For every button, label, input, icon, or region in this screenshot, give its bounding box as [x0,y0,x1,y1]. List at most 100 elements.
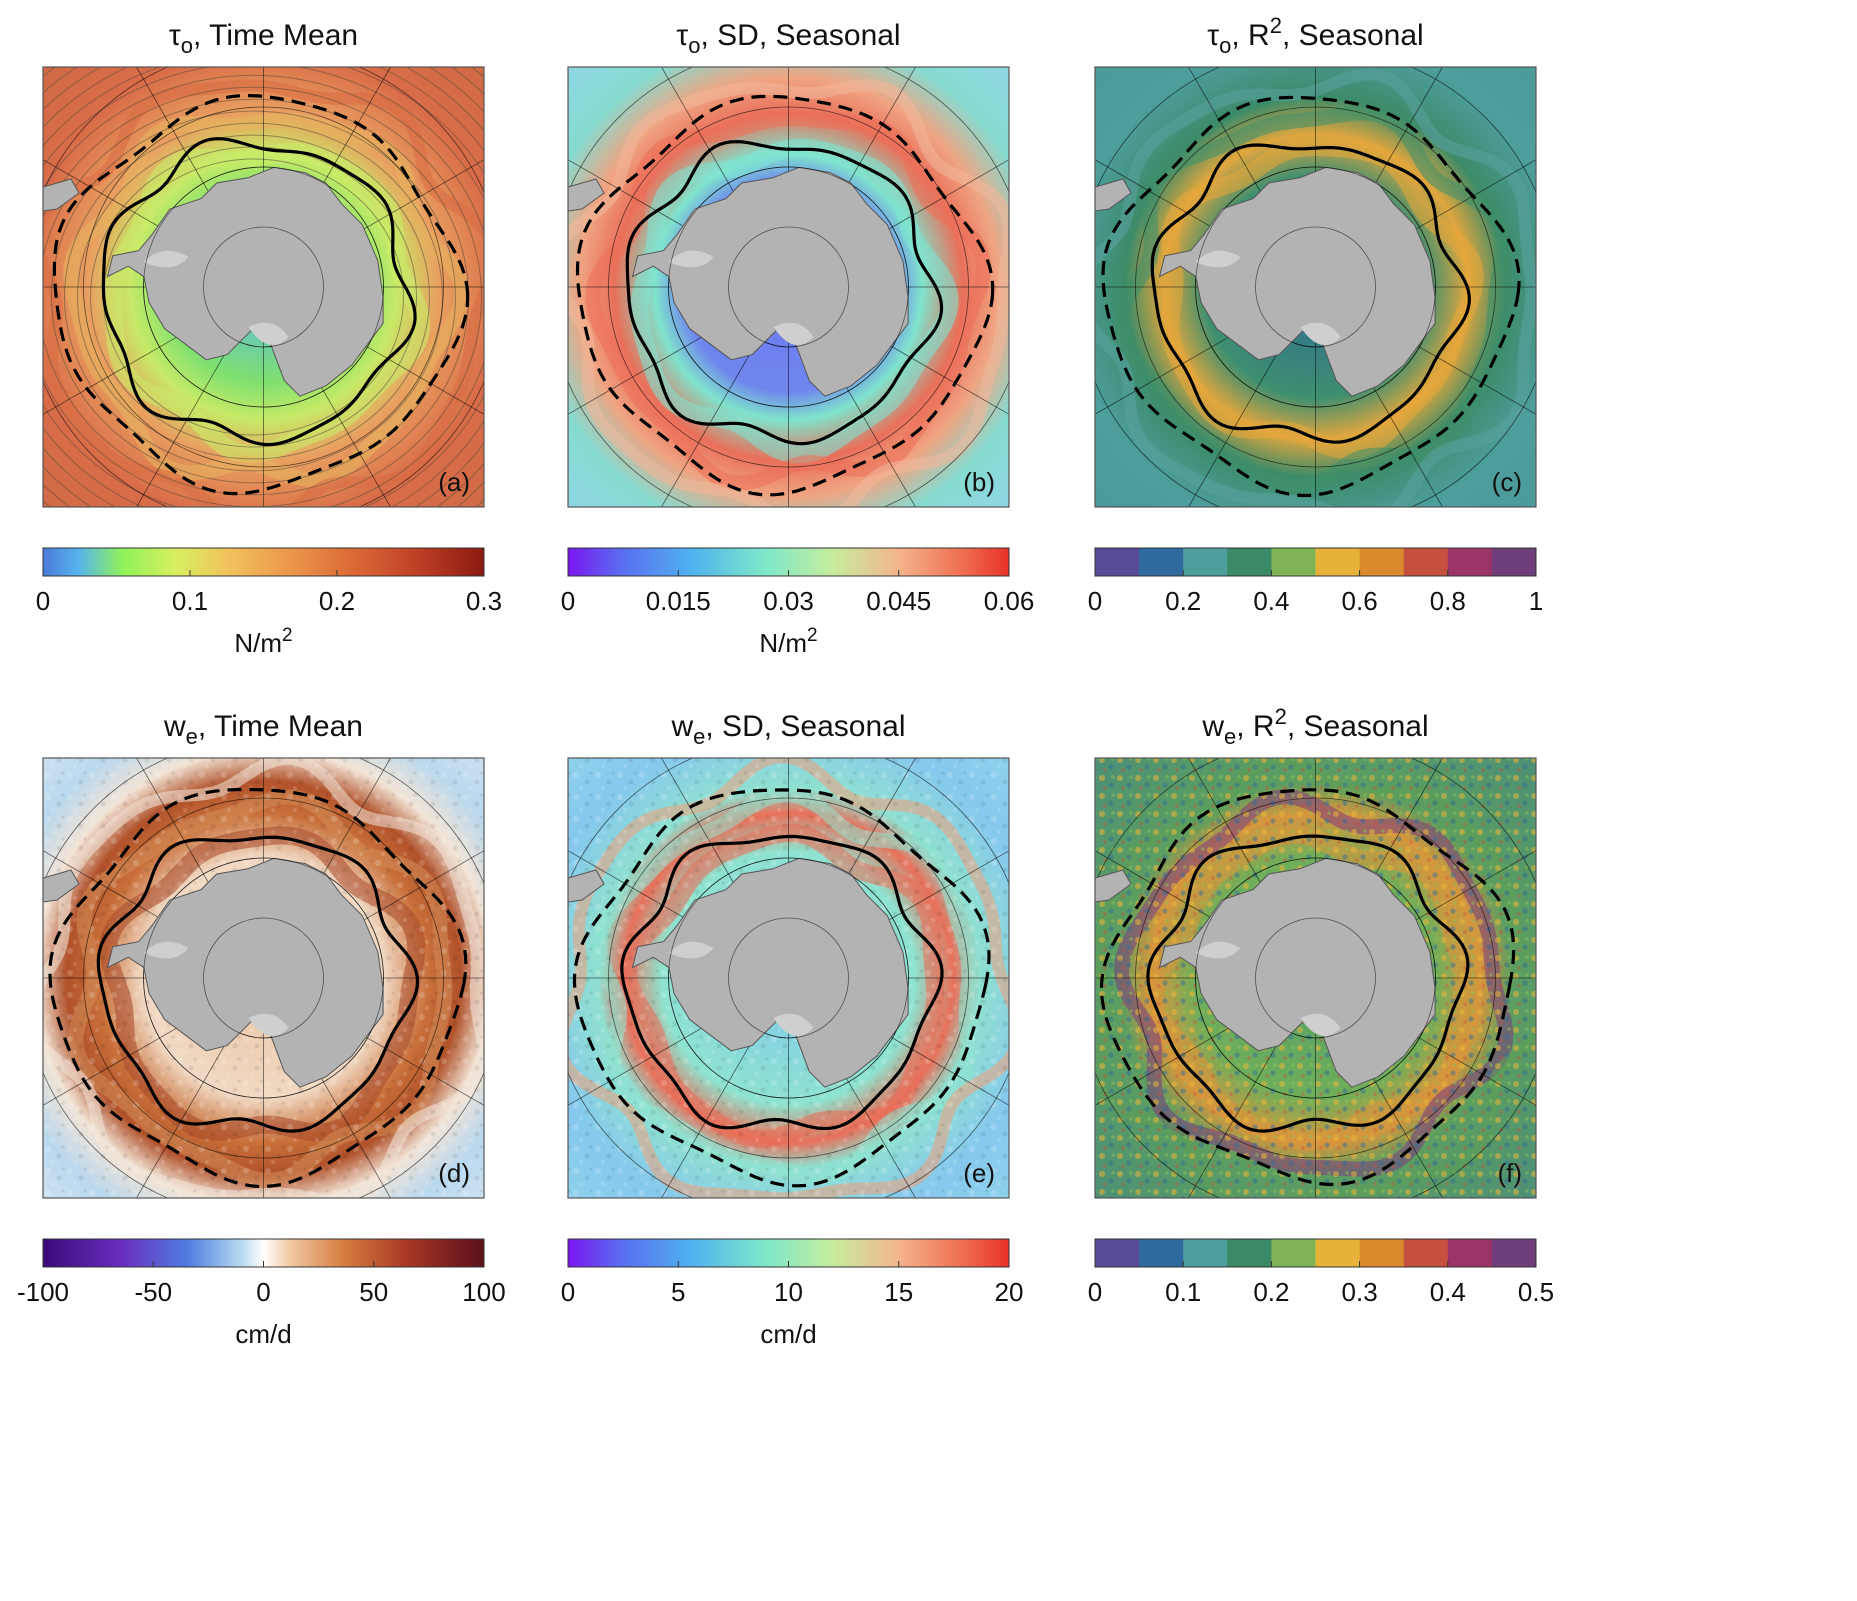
ice-shelf [1195,250,1241,268]
map-field [568,67,1009,507]
colorbar-segment [1095,1239,1140,1267]
colorbar-tick-label: 0 [256,1277,270,1307]
map-frame [42,757,485,1199]
south-america [1095,178,1132,212]
panel-label: (c) [1492,467,1522,497]
south-america [568,178,605,212]
ice-shelf [143,250,189,268]
latitude-circle [1255,917,1376,1039]
panel-label: (b) [963,467,995,497]
sea-ice-edge-contour [96,835,420,1133]
latitude-circle [1255,226,1376,348]
colorbar-tick-label: 0.8 [1430,586,1466,616]
field-band [1113,105,1511,497]
colorbar-unit: cm/d [235,1319,291,1349]
colorbar-segment [1139,548,1184,576]
ice-shelf [773,322,814,345]
colorbar-segment [1227,548,1272,576]
latitude-circle [668,857,909,1099]
max-extent-contour [1099,788,1516,1187]
colorbars: 0 0.1 0.2 0.3 N/m2 0 0.015 0.03 0.045 0.06 N/m2 0 0.… [17,547,1554,1349]
panel-label: (d) [438,1158,470,1188]
latitude-circle [203,917,324,1039]
colorbar-tick-label: 100 [462,1277,505,1307]
colorbar-segment [1447,548,1493,576]
ice-shelf [1195,941,1241,959]
panel-title: we, SD, Seasonal [670,710,905,749]
max-extent-contour [575,94,995,497]
colorbar-tick-label: 0.015 [646,586,711,616]
colorbar-tick-label: 1 [1529,586,1543,616]
colorbar-frame [1094,547,1537,577]
ice-shelf [248,1013,289,1036]
south-america [568,869,605,903]
colorbar-tick-label: 0.2 [319,586,355,616]
streamline [77,134,430,460]
colorbar-segment [1447,1239,1493,1267]
latitude-circle [1195,166,1436,408]
panel-e: we, SD, Seasonal (e) [567,710,1010,1199]
max-extent-contour [52,94,470,496]
colorbar-frame [1094,1238,1537,1268]
latitude-circle [1195,857,1436,1099]
colorbar-b: 0 0.015 0.03 0.045 0.06 N/m2 [561,547,1035,658]
colorbar-unit: N/m2 [234,625,292,658]
panel-title: τo, R2, Seasonal [1207,13,1423,58]
ice-shelf [248,322,289,345]
panel-c: τo, R2, Seasonal (c) [1094,13,1537,508]
sea-ice-edge-contour [620,834,944,1131]
latitude-circle [728,917,849,1039]
latitude-circle [668,166,909,408]
colorbar-tick-label: -50 [134,1277,172,1307]
latitude-circle [203,226,324,348]
colorbar-segment [1491,1239,1537,1267]
colorbar-tick-label: 0 [561,586,575,616]
colorbar-segment [1359,1239,1405,1267]
ice-shelf [668,941,714,959]
colorbar-tick-label: 0.4 [1253,586,1289,616]
colorbar-tick-label: 0 [561,1277,575,1307]
field-band [630,138,959,464]
map-field [568,758,1009,1198]
streamline [43,74,484,507]
colorbar-tick-label: 0 [1088,586,1102,616]
colorbar-tick-label: 0.6 [1342,586,1378,616]
panel-a: τo, Time Mean (a) [42,19,485,508]
ice-shelf [143,941,189,959]
colorbar-segment [1183,548,1228,576]
colorbar-segment [1227,1239,1272,1267]
colorbar-segment [1315,548,1361,576]
colorbar-frame [42,547,485,577]
panel-d: we, Time Mean (d) [42,710,485,1199]
ice-shelf [668,250,714,268]
south-america [43,869,80,903]
panel-title: τo, SD, Seasonal [676,19,900,58]
colorbar-segment [1095,548,1140,576]
colorbar-tick-label: 0.3 [466,586,502,616]
colorbar-tick-label: 0.06 [984,586,1035,616]
panel-label: (f) [1497,1158,1522,1188]
sea-ice-edge-contour [1146,834,1470,1133]
colorbar-tick-label: 0.4 [1430,1277,1466,1307]
colorbar-tick-label: -100 [17,1277,69,1307]
colorbar-tick-label: 0.2 [1253,1277,1289,1307]
panel-label: (e) [963,1158,995,1188]
max-extent-contour [48,787,468,1189]
map-frame [1094,66,1537,508]
colorbar-tick-label: 20 [995,1277,1024,1307]
panel-b: τo, SD, Seasonal (b) [567,19,1010,508]
colorbar-tick-label: 50 [359,1277,388,1307]
latitude-circle [143,857,384,1099]
sea-ice-edge-contour [1150,143,1471,444]
colorbar-tick-label: 15 [884,1277,913,1307]
colorbar-tick-label: 0 [36,586,50,616]
field-band [1095,68,1536,507]
panel-title: we, R2, Seasonal [1201,704,1428,749]
ice-shelf [1300,1013,1341,1036]
map-field [43,758,484,1198]
south-america [43,178,80,212]
colorbar-f: 0 0.1 0.2 0.3 0.4 0.5 [1088,1238,1554,1307]
colorbar-unit: N/m2 [759,625,817,658]
latitude-circle [143,166,384,408]
